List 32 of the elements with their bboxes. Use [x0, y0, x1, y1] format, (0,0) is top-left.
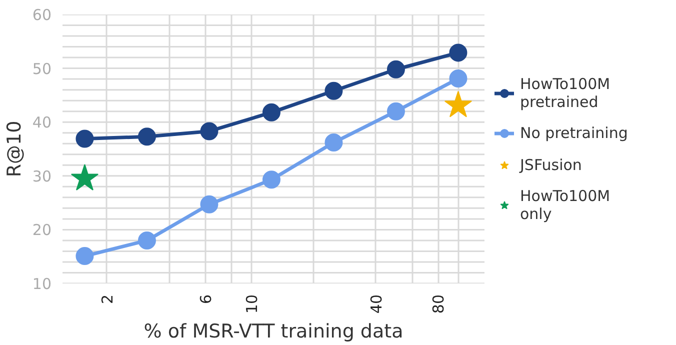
x-tick-label: 80	[430, 294, 448, 314]
point	[324, 134, 343, 152]
point	[324, 82, 343, 100]
point	[138, 128, 156, 146]
legend-label: HowTo100M pretrained	[520, 74, 610, 110]
y-tick-label: 10	[32, 275, 52, 293]
point	[138, 231, 156, 250]
point	[262, 103, 280, 122]
point	[200, 122, 218, 140]
legend-label: JSFusion	[520, 156, 582, 174]
y-tick-label: 60	[32, 6, 52, 24]
x-tick-label: 2	[98, 294, 116, 304]
point	[386, 102, 405, 120]
point	[386, 60, 405, 78]
point	[76, 130, 94, 148]
x-tick-label: 6	[197, 294, 216, 304]
y-tick-label: 20	[32, 221, 52, 240]
point	[76, 247, 94, 266]
point	[449, 70, 468, 88]
y-axis-title: R@10	[3, 120, 26, 178]
point	[449, 44, 468, 62]
point	[262, 170, 280, 189]
point	[70, 164, 99, 190]
y-tick-label: 50	[32, 60, 52, 78]
y-tick-label: 40	[32, 114, 52, 132]
x-tick-label: 40	[367, 294, 386, 314]
legend-label: HowTo100M only	[520, 186, 610, 222]
y-tick-label: 30	[32, 167, 52, 186]
x-tick-label: 10	[242, 294, 261, 314]
legend-label: No pretraining	[520, 124, 628, 142]
x-axis-title: % of MSR-VTT training data	[144, 320, 404, 343]
point	[200, 195, 218, 214]
